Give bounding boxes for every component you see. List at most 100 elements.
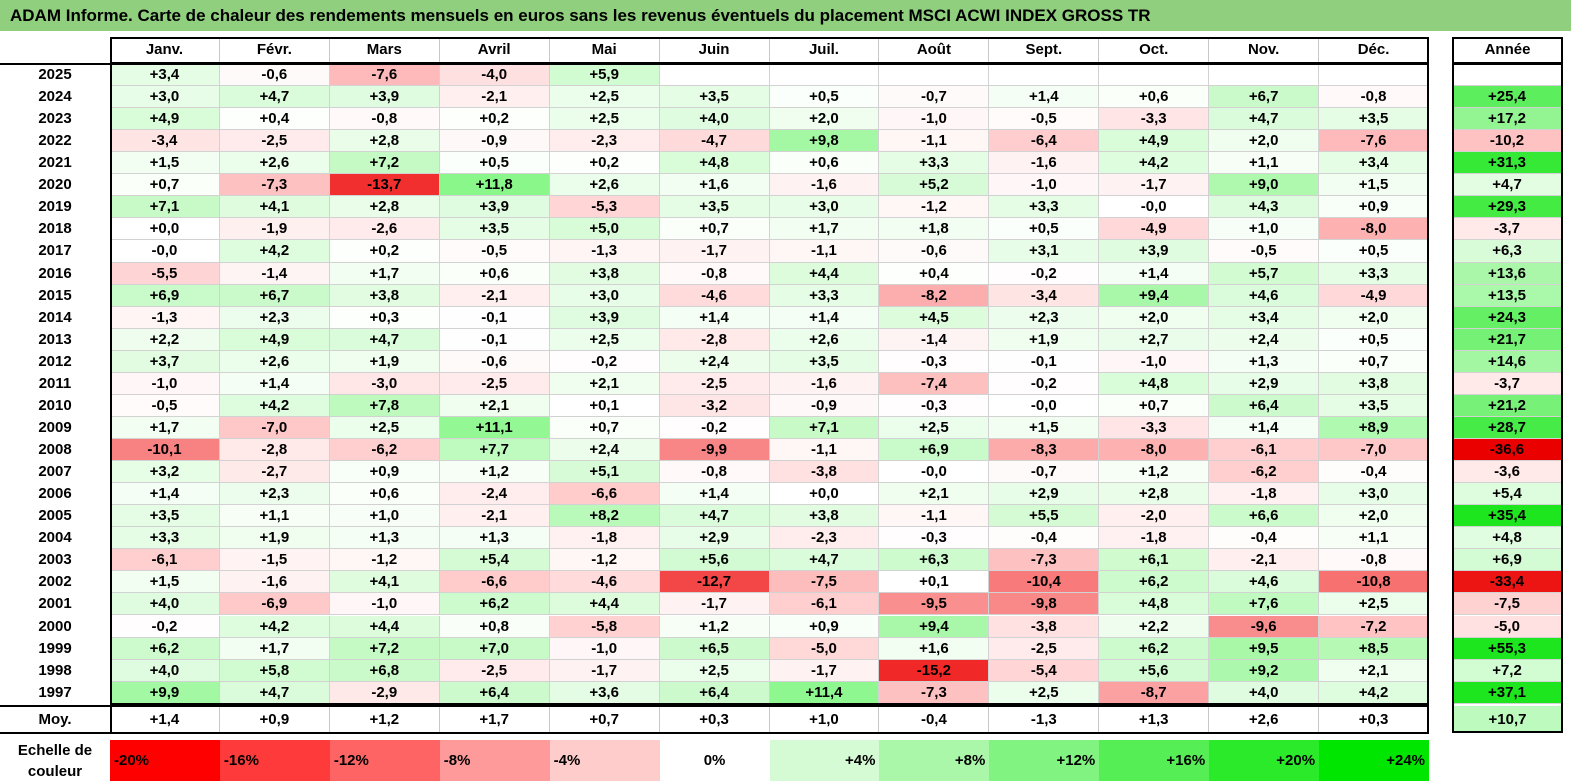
row-label-year: 2024 — [0, 86, 110, 109]
heatmap-cell: +7,2 — [329, 637, 440, 660]
heatmap-cell: -0,2 — [549, 350, 660, 373]
heatmap-cell: +0,4 — [219, 108, 330, 131]
color-scale-label-line2: couleur — [27, 763, 83, 780]
heatmap-cell: +2,5 — [549, 108, 660, 131]
heatmap-cell: -0,2 — [110, 615, 220, 638]
heatmap-cell: +2,3 — [219, 306, 330, 329]
heatmap-cell: -4,0 — [439, 64, 550, 87]
heatmap-cell: -1,0 — [1099, 350, 1210, 373]
heatmap-cell: +5,7 — [1209, 262, 1320, 285]
heatmap-cell: +0,5 — [769, 86, 880, 109]
heatmap-cell: -1,4 — [879, 328, 990, 351]
color-scale-swatch: +16% — [1099, 740, 1210, 781]
heatmap-cell: -4,9 — [1319, 284, 1430, 307]
heatmap-cell: -6,1 — [110, 549, 220, 572]
heatmap-cell: -1,7 — [1099, 174, 1210, 197]
heatmap-cell: -8,2 — [879, 284, 990, 307]
annual-cell: +35,4 — [1452, 505, 1563, 528]
heatmap-cell: +2,4 — [1209, 328, 1320, 351]
row-label-year: 2004 — [0, 527, 110, 550]
heatmap-cell: +2,9 — [989, 483, 1100, 506]
heatmap-cell: +2,1 — [879, 483, 990, 506]
heatmap-cell — [659, 64, 770, 87]
heatmap-cell: +1,2 — [1099, 461, 1210, 484]
heatmap-cell: +1,3 — [439, 527, 550, 550]
heatmap-cell: +0,2 — [439, 108, 550, 131]
heatmap-cell — [1099, 64, 1210, 87]
heatmap-cell: +2,5 — [329, 416, 440, 439]
heatmap-cell: +1,4 — [659, 483, 770, 506]
heatmap-cell: +2,6 — [549, 174, 660, 197]
heatmap-cell: +1,7 — [769, 218, 880, 241]
heatmap-cell: -0,5 — [989, 108, 1100, 131]
heatmap-cell: +1,0 — [329, 505, 440, 528]
heatmap-cell — [989, 64, 1100, 87]
heatmap-cell: -7,0 — [219, 416, 330, 439]
color-scale-swatch: +20% — [1209, 740, 1320, 781]
heatmap-cell: -0,0 — [1099, 196, 1210, 219]
heatmap-cell: +3,3 — [769, 284, 880, 307]
heatmap-cell: -0,8 — [659, 461, 770, 484]
heatmap-cell: +6,4 — [439, 681, 550, 704]
heatmap-cell: +4,0 — [110, 593, 220, 616]
heatmap-cell: -0,8 — [329, 108, 440, 131]
heatmap-cell: -1,7 — [769, 659, 880, 682]
heatmap-cell: +7,1 — [769, 416, 880, 439]
average-cell: +2,6 — [1209, 705, 1320, 733]
heatmap-cell: +1,2 — [439, 461, 550, 484]
heatmap-cell: -2,9 — [329, 681, 440, 704]
heatmap-cell: +2,1 — [439, 394, 550, 417]
heatmap-cell: +2,4 — [659, 350, 770, 373]
heatmap-cell: +3,8 — [549, 262, 660, 285]
heatmap-cell: +3,8 — [769, 505, 880, 528]
column-header: Févr. — [219, 37, 330, 63]
color-scale-swatch: +4% — [769, 740, 880, 781]
heatmap-cell: +1,7 — [329, 262, 440, 285]
heatmap-cell: +0,6 — [769, 152, 880, 175]
heatmap-cell: +6,2 — [110, 637, 220, 660]
heatmap-cell: +6,7 — [219, 284, 330, 307]
heatmap-cell: +6,2 — [1099, 637, 1210, 660]
color-scale-swatch: +8% — [879, 740, 990, 781]
heatmap-cell: +1,3 — [1209, 350, 1320, 373]
heatmap-cell: -0,3 — [879, 527, 990, 550]
heatmap-cell: +2,8 — [329, 130, 440, 153]
heatmap-cell: +4,9 — [1099, 130, 1210, 153]
heatmap-cell: -0,6 — [879, 240, 990, 263]
heatmap-cell: +4,8 — [659, 152, 770, 175]
heatmap-cell: +4,0 — [1209, 681, 1320, 704]
heatmap-cell: +6,4 — [1209, 394, 1320, 417]
heatmap-cell: +3,0 — [110, 86, 220, 109]
heatmap-cell: +2,2 — [1099, 615, 1210, 638]
heatmap-cell: +4,3 — [1209, 196, 1320, 219]
heatmap-cell: +1,5 — [110, 571, 220, 594]
heatmap-cell: -6,2 — [1209, 461, 1320, 484]
heatmap-cell: +5,2 — [879, 174, 990, 197]
heatmap-cell: +1,2 — [659, 615, 770, 638]
heatmap-cell: +4,2 — [219, 615, 330, 638]
heatmap-cell: +3,7 — [110, 350, 220, 373]
heatmap-cell: +2,7 — [1099, 328, 1210, 351]
heatmap-cell: +9,4 — [879, 615, 990, 638]
heatmap-cell: +2,2 — [110, 328, 220, 351]
row-label-year: 2018 — [0, 218, 110, 241]
heatmap-cell: -1,7 — [549, 659, 660, 682]
heatmap-cell: +9,8 — [769, 130, 880, 153]
heatmap-cell: -0,6 — [219, 64, 330, 87]
heatmap-cell — [769, 64, 880, 87]
row-label-year: 2002 — [0, 571, 110, 594]
heatmap-cell: +1,3 — [329, 527, 440, 550]
annual-cell: +29,3 — [1452, 196, 1563, 219]
heatmap-cell: -2,1 — [439, 505, 550, 528]
heatmap-cell: +1,5 — [1319, 174, 1430, 197]
column-header: Mars — [329, 37, 440, 63]
column-header: Oct. — [1099, 37, 1210, 63]
heatmap-cell: +1,1 — [219, 505, 330, 528]
heatmap-cell: +1,6 — [879, 637, 990, 660]
heatmap-cell: -0,1 — [439, 306, 550, 329]
row-label-year: 1997 — [0, 681, 110, 704]
heatmap-cell: -1,2 — [549, 549, 660, 572]
heatmap-cell: +6,2 — [1099, 571, 1210, 594]
heatmap-cell: -0,5 — [439, 240, 550, 263]
row-label-year: 2015 — [0, 284, 110, 307]
